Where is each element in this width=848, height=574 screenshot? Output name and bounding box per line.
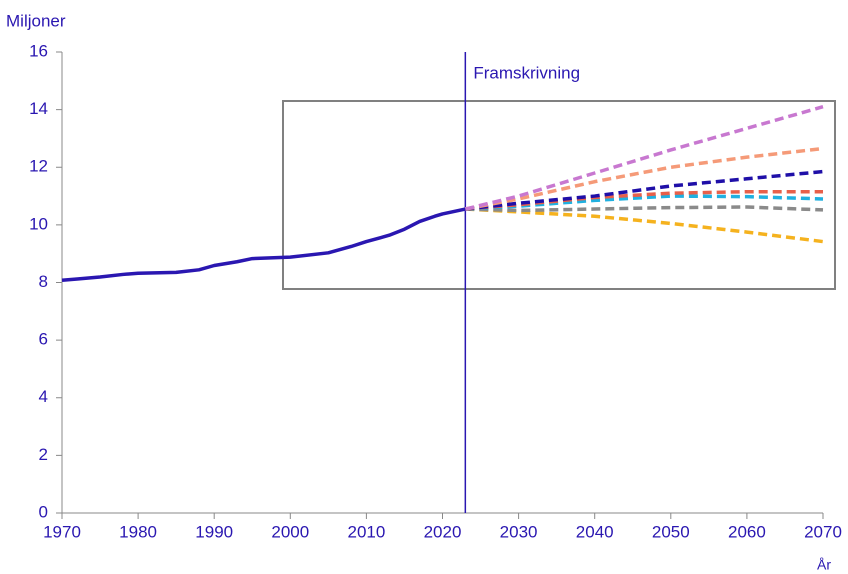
series-line — [465, 194, 824, 211]
highlight-box — [282, 100, 836, 290]
y-axis-label: Miljoner — [6, 11, 66, 30]
y-tick-label: 6 — [39, 330, 48, 349]
series-line — [465, 207, 824, 244]
x-tick-label: 1980 — [119, 522, 157, 541]
series-line — [61, 207, 466, 282]
x-tick-label: 1990 — [195, 522, 233, 541]
x-tick-label: 2070 — [804, 522, 842, 541]
y-tick-label: 10 — [29, 214, 48, 233]
series-line — [465, 169, 824, 211]
x-tick-label: 2010 — [347, 522, 385, 541]
x-tick-label: 2020 — [424, 522, 462, 541]
x-tick-label: 2030 — [500, 522, 538, 541]
x-axis-label: År — [817, 557, 831, 573]
x-tick-label: 2040 — [576, 522, 614, 541]
annotation-text: Framskrivning — [473, 63, 580, 82]
x-tick-label: 2050 — [652, 522, 690, 541]
x-tick-label: 2060 — [728, 522, 766, 541]
y-tick-label: 2 — [39, 445, 48, 464]
y-tick-label: 12 — [29, 157, 48, 176]
x-tick-label: 2000 — [271, 522, 309, 541]
series-line — [465, 205, 824, 213]
y-tick-label: 4 — [39, 387, 48, 406]
series-line — [464, 105, 824, 211]
y-tick-label: 16 — [29, 41, 48, 60]
x-tick-label: 1970 — [43, 522, 81, 541]
y-tick-label: 14 — [29, 99, 48, 118]
y-tick-label: 8 — [39, 272, 48, 291]
series-line — [465, 189, 823, 211]
y-tick-label: 0 — [39, 502, 48, 521]
series-line — [465, 146, 824, 211]
